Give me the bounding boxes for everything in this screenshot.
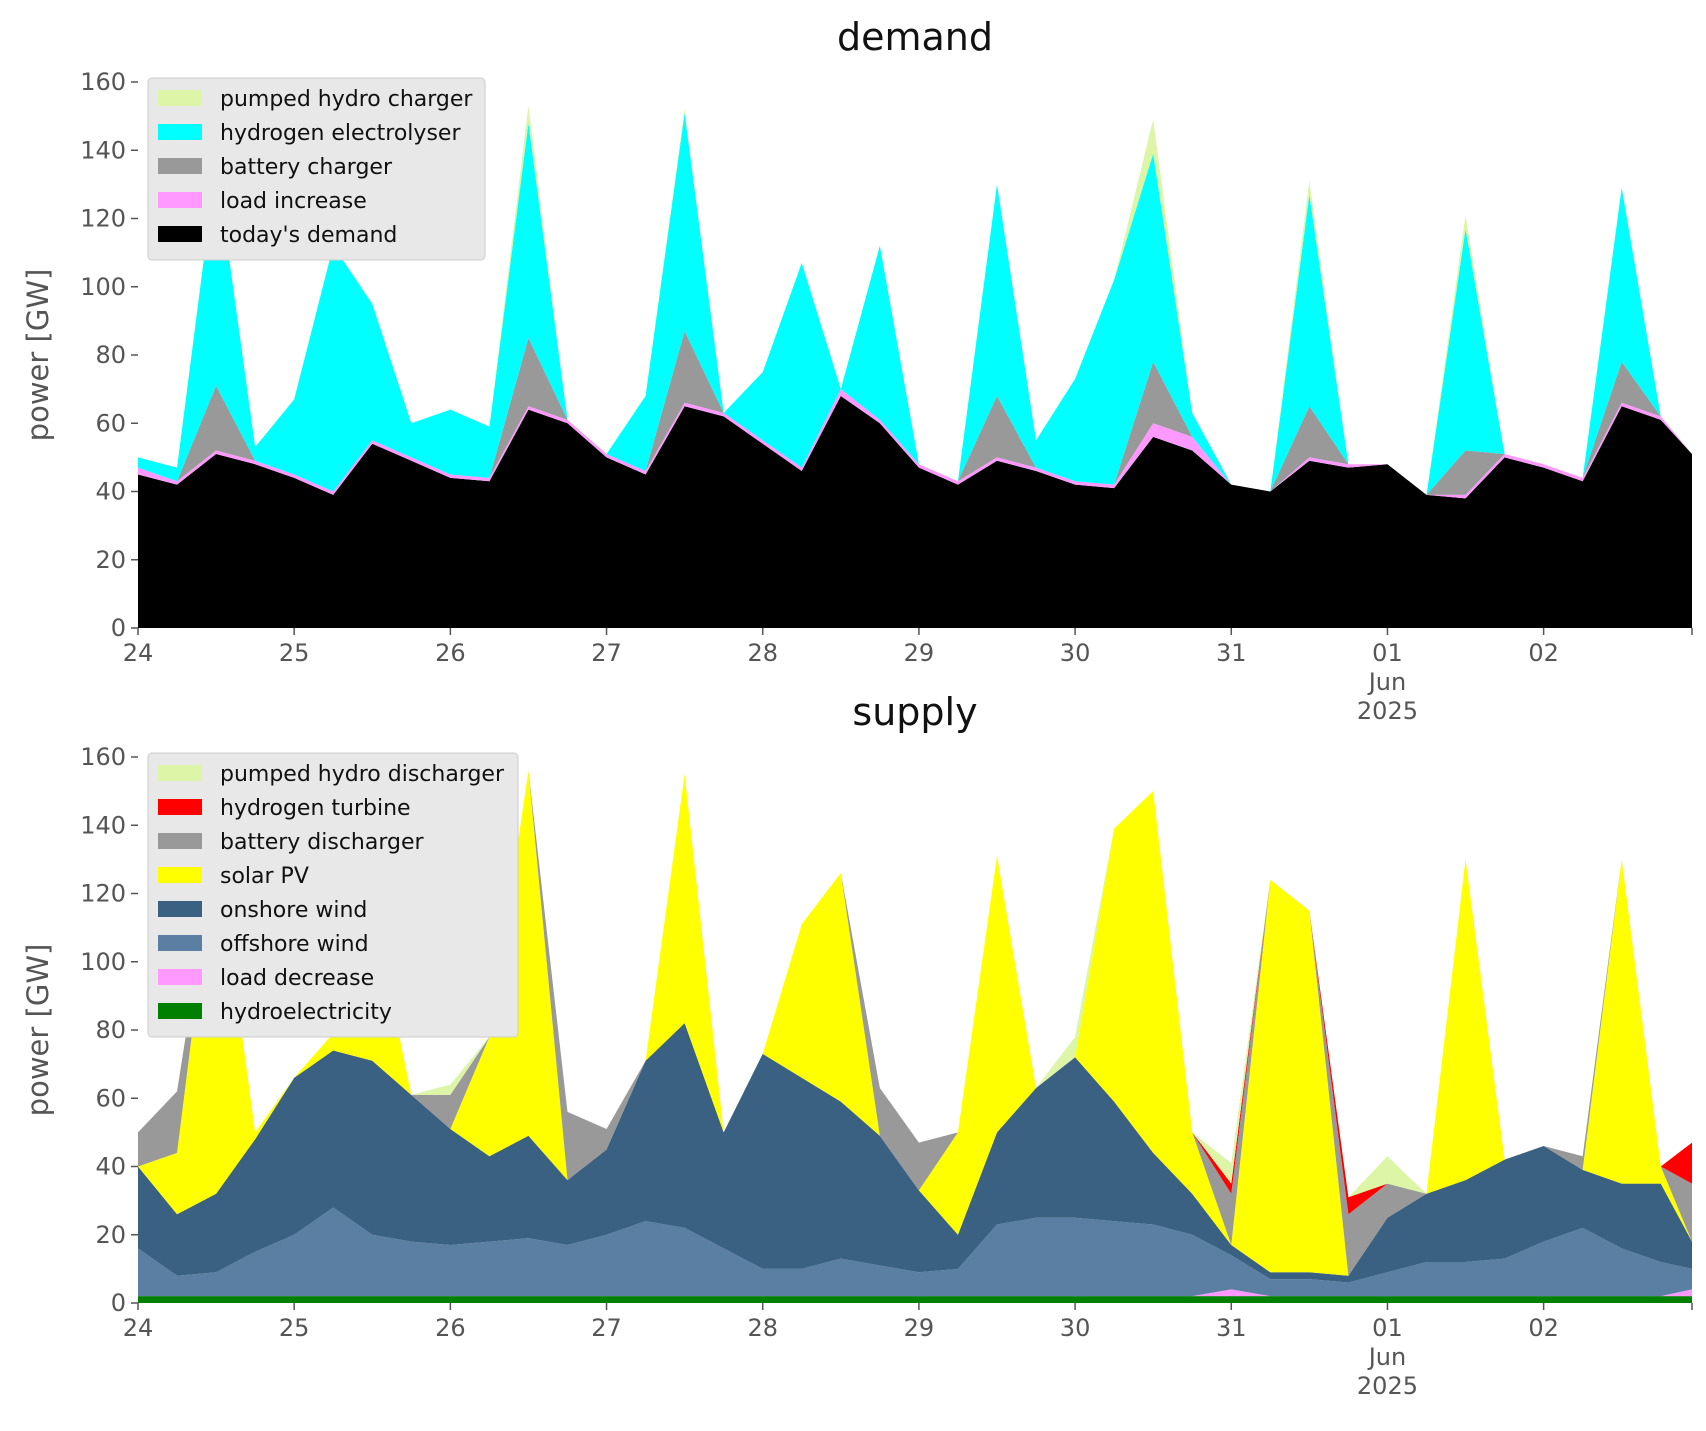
y-tick-label: 140 [80,136,126,164]
legend-swatch [158,226,202,242]
area-hydroelectricity [138,1296,1692,1303]
legend-swatch [158,90,202,106]
legend-swatch [158,799,202,815]
y-tick-label: 160 [80,743,126,771]
area-hydrogen-electrolyser [138,112,1692,495]
y-tick-label: 120 [80,880,126,908]
y-tick-label: 160 [80,68,126,96]
x-tick-label: 28 [747,639,778,667]
legend-label: hydrogen turbine [220,796,411,821]
legend-swatch [158,158,202,174]
area-onshore-wind [138,1023,1692,1283]
legend: pumped hydro discharger hydrogen turbine b… [147,752,519,1038]
legend-label: battery charger [220,155,393,180]
x-tick-label: 02 [1528,639,1559,667]
x-tick-label: 26 [435,639,466,667]
y-tick-label: 0 [111,1289,126,1317]
legend-label: battery discharger [220,830,425,855]
legend-label: hydroelectricity [220,1000,392,1025]
chart-title: supply [852,690,977,734]
legend-box [147,752,519,1038]
legend-label: onshore wind [220,898,367,923]
x-tick-label: 29 [904,1314,935,1342]
legend-label: load decrease [220,966,374,991]
legend-label: pumped hydro charger [220,87,473,112]
x-tick-label: 24 [123,1314,154,1342]
x-tick-label: 31 [1216,639,1247,667]
x-tick-label: 28 [747,1314,778,1342]
x-tick-label: 31 [1216,1314,1247,1342]
y-tick-label: 60 [95,409,126,437]
legend-label: offshore wind [220,932,369,957]
y-tick-label: 20 [95,546,126,574]
legend: pumped hydro charger hydrogen electrolyse… [147,77,486,261]
legend-label: today's demand [220,223,397,248]
x-tick-label: 29 [904,639,935,667]
x-tick-label: 26 [435,1314,466,1342]
y-tick-label: 80 [95,341,126,369]
legend-swatch [158,192,202,208]
legend-swatch [158,969,202,985]
y-tick-label: 40 [95,1153,126,1181]
x-tick-label: 24 [123,639,154,667]
area-solar-pv [138,770,1692,1276]
legend-label: load increase [220,189,367,214]
y-tick-label: 60 [95,1084,126,1112]
y-tick-label: 80 [95,1016,126,1044]
area-battery-charger [138,331,1692,495]
legend-label: solar PV [220,864,309,889]
y-tick-label: 20 [95,1221,126,1249]
legend-label: hydrogen electrolyser [220,121,461,146]
legend-swatch [158,867,202,883]
y-axis-label: power [GW] [21,944,55,1117]
x-tick-label: 27 [591,1314,622,1342]
x-tick-label: 30 [1060,1314,1091,1342]
x-tick-label: 01 Jun 2025 [1357,639,1418,725]
legend-swatch [158,901,202,917]
legend-label: pumped hydro discharger [220,762,505,787]
legend-swatch [158,935,202,951]
legend-box [147,77,486,261]
y-axis-label: power [GW] [21,269,55,442]
area-today-s-demand [138,395,1692,628]
y-tick-label: 100 [80,948,126,976]
legend-swatch [158,765,202,781]
y-tick-label: 140 [80,811,126,839]
x-tick-label: 02 [1528,1314,1559,1342]
x-tick-label: 27 [591,639,622,667]
y-tick-label: 40 [95,478,126,506]
legend-swatch [158,1003,202,1019]
y-tick-label: 0 [111,614,126,642]
chart-title: demand [837,15,993,59]
x-tick-label: 25 [279,1314,310,1342]
x-tick-label: 01 Jun 2025 [1357,1314,1418,1400]
legend-swatch [158,833,202,849]
area-battery-discharger [138,770,1692,1276]
y-tick-label: 100 [80,273,126,301]
x-tick-label: 25 [279,639,310,667]
area-offshore-wind [138,1207,1692,1297]
y-tick-label: 120 [80,205,126,233]
legend-swatch [158,124,202,140]
x-tick-label: 30 [1060,639,1091,667]
